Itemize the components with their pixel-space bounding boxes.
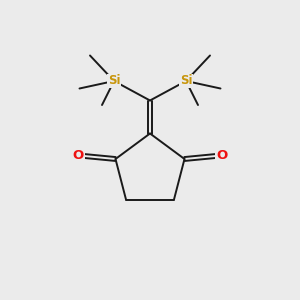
Text: Si: Si: [108, 74, 120, 88]
Text: O: O: [72, 149, 84, 162]
Text: O: O: [216, 149, 228, 162]
Text: Si: Si: [180, 74, 192, 88]
